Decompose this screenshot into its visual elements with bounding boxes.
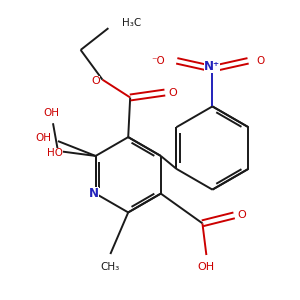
Text: OH: OH <box>43 108 59 118</box>
Text: O: O <box>168 88 177 98</box>
Text: O: O <box>91 76 100 85</box>
Text: OH: OH <box>35 133 51 143</box>
Text: O: O <box>238 210 246 220</box>
Text: H₃C: H₃C <box>122 18 142 28</box>
Text: CH₃: CH₃ <box>101 262 120 272</box>
Text: N⁺: N⁺ <box>204 60 220 73</box>
Text: ⁻O: ⁻O <box>151 56 165 66</box>
Text: OH: OH <box>198 262 215 272</box>
Text: N: N <box>88 187 99 200</box>
Text: O: O <box>256 56 264 66</box>
Text: HO: HO <box>47 148 63 158</box>
